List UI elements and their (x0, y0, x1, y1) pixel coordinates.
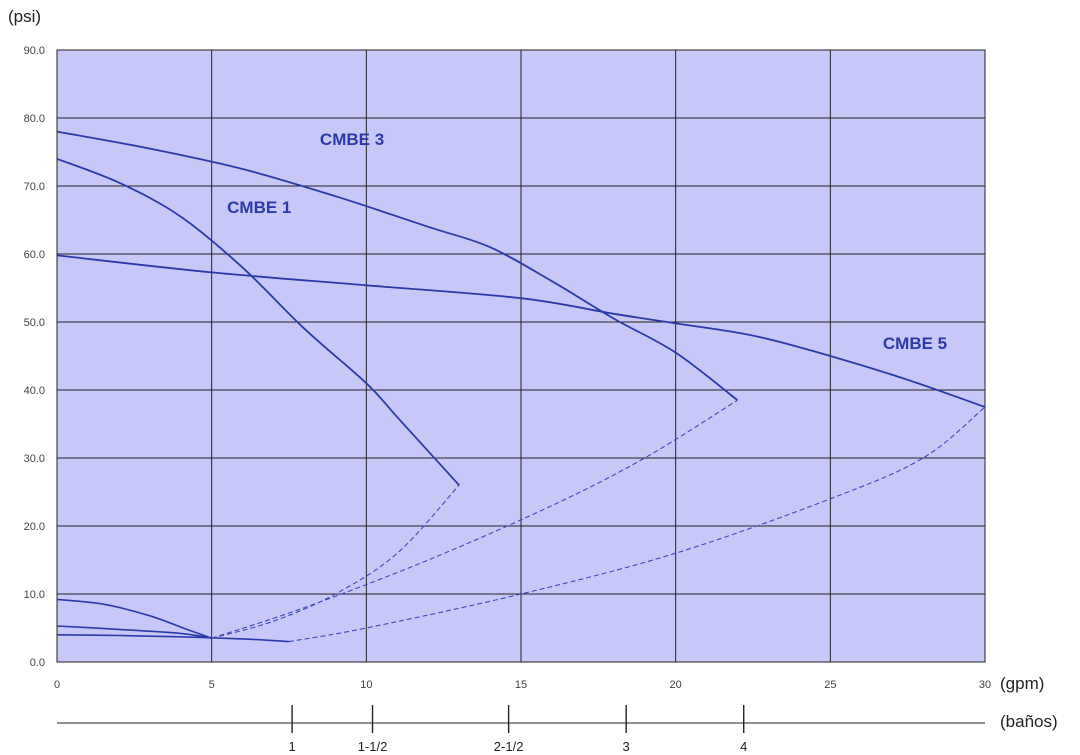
y-tick-labels: 0.0 10.0 20.0 30.0 40.0 50.0 60.0 70.0 80.0 90.0 (24, 45, 45, 669)
series-line-cmbe-5 (56, 254, 986, 408)
y-unit-label: (psi) (8, 7, 41, 26)
x-tick-label: 10 (360, 679, 372, 691)
banos-tick-label: 4 (740, 739, 747, 754)
x-tick-label: 5 (209, 679, 215, 691)
y-tick-label: 10.0 (24, 589, 45, 601)
series-label-cmbe-1: CMBE 1 (227, 198, 291, 217)
low-pressure-curve (56, 598, 212, 639)
y-tick-label: 50.0 (24, 317, 45, 329)
series-label-cmbe-3: CMBE 3 (320, 130, 384, 149)
banos-tick-label: 1-1/2 (358, 739, 388, 754)
series-label-cmbe-5: CMBE 5 (883, 334, 947, 353)
low-curves (56, 598, 290, 643)
x-tick-label: 30 (979, 679, 991, 691)
y-tick-label: 30.0 (24, 453, 45, 465)
banos-tick-label: 3 (623, 739, 630, 754)
x-unit-label: (gpm) (1000, 674, 1044, 693)
y-tick-label: 80.0 (24, 113, 45, 125)
dashed-curves (211, 399, 986, 643)
series-line-cmbe-3 (56, 130, 739, 401)
low-pressure-curve (56, 634, 290, 643)
y-tick-label: 20.0 (24, 521, 45, 533)
banos-tick-label: 1 (288, 739, 295, 754)
series-labels: CMBE 1 CMBE 3 CMBE 5 (227, 130, 947, 353)
x-tick-label: 20 (670, 679, 682, 691)
x-tick-label: 25 (824, 679, 836, 691)
pump-series (56, 130, 986, 486)
x-tick-label: 15 (515, 679, 527, 691)
y-tick-label: 0.0 (30, 657, 45, 669)
y-tick-label: 90.0 (24, 45, 45, 57)
dashed-curve (211, 399, 738, 639)
x-tick-labels: 0 5 10 15 20 25 30 (54, 679, 991, 691)
x-tick-label: 0 (54, 679, 60, 691)
y-tick-label: 60.0 (24, 249, 45, 261)
low-pressure-curve (56, 625, 212, 639)
dashed-curve (211, 484, 460, 639)
secondary-unit-label: (baños) (1000, 712, 1058, 731)
banos-axis: 1 1-1/2 2-1/2 3 4 (57, 705, 985, 754)
y-tick-label: 70.0 (24, 181, 45, 193)
y-tick-label: 40.0 (24, 385, 45, 397)
series-line-cmbe-1 (56, 157, 460, 486)
banos-tick-label: 2-1/2 (494, 739, 524, 754)
dashed-curve (288, 406, 986, 643)
